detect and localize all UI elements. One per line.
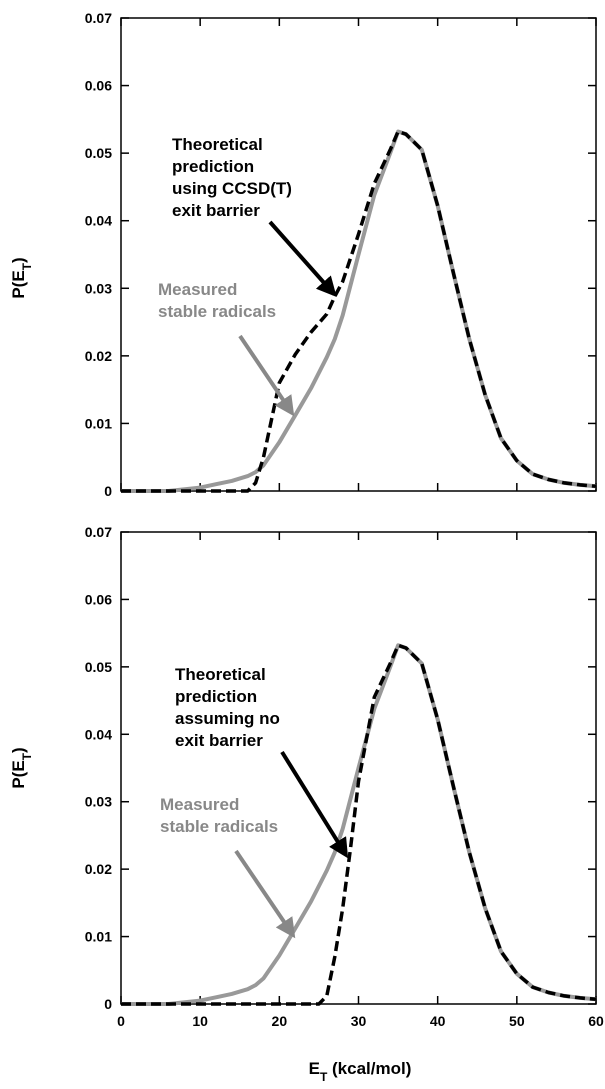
bottom-y-tick-label: 0.05 [85,659,112,675]
top-y-tick-label: 0 [104,483,112,499]
bottom-y-tick-label: 0 [104,996,112,1012]
bottom-y-tick-label: 0.03 [85,794,112,810]
bottom-y-axis-label: P(ET) [9,747,34,788]
top-y-tick-label: 0.06 [85,78,112,94]
bottom-y-tick-label: 0.02 [85,861,112,877]
bottom-x-tick-label: 10 [192,1013,208,1029]
top-y-tick-label: 0.07 [85,10,112,26]
bottom-x-tick-label: 40 [430,1013,446,1029]
bottom-y-tick-label: 0.06 [85,591,112,607]
top-theory-arrow [268,220,337,297]
top-panel: 0 0.01 0.02 0.03 0.04 0.05 0.06 0.07 P(ET) Theo… [9,10,597,499]
top-y-tick-label: 0.02 [85,348,112,364]
top-y-tick-label: 0.04 [85,213,112,229]
bottom-measured-arrow [234,849,296,939]
bottom-panel: 0 0.01 0.02 0.03 0.04 0.05 0.06 0.07 0 10 20 30 40 50… [9,524,604,1084]
bottom-theory-curve [121,643,597,1006]
bottom-x-tick-label: 50 [509,1013,525,1029]
top-measured-arrow [238,334,295,417]
bottom-y-tick-label: 0.07 [85,524,112,540]
bottom-y-tick-label: 0.01 [85,929,112,945]
top-theory-annotation: Theoretical prediction using CCSD(T) exi… [172,135,297,220]
top-y-tick-label: 0.03 [85,280,112,296]
bottom-x-tick-label: 20 [272,1013,288,1029]
bottom-x-tick-label: 0 [117,1013,125,1029]
bottom-y-tick-label: 0.04 [85,726,112,742]
top-y-tick-label: 0.01 [85,415,112,431]
bottom-x-tick-label: 30 [351,1013,367,1029]
bottom-theory-annotation: Theoretical prediction assuming no exit … [175,665,285,750]
top-y-tick-label: 0.05 [85,145,112,161]
top-measured-annotation: Measured stable radicals [158,280,276,321]
bottom-x-tick-label: 60 [588,1013,604,1029]
x-axis-label: ET (kcal/mol) [309,1059,412,1084]
top-y-axis-label: P(ET) [9,257,34,298]
bottom-measured-annotation: Measured stable radicals [160,795,278,836]
bottom-measured-curve [121,643,597,1006]
bottom-theory-arrow [280,750,349,859]
top-theory-curve [121,129,597,493]
